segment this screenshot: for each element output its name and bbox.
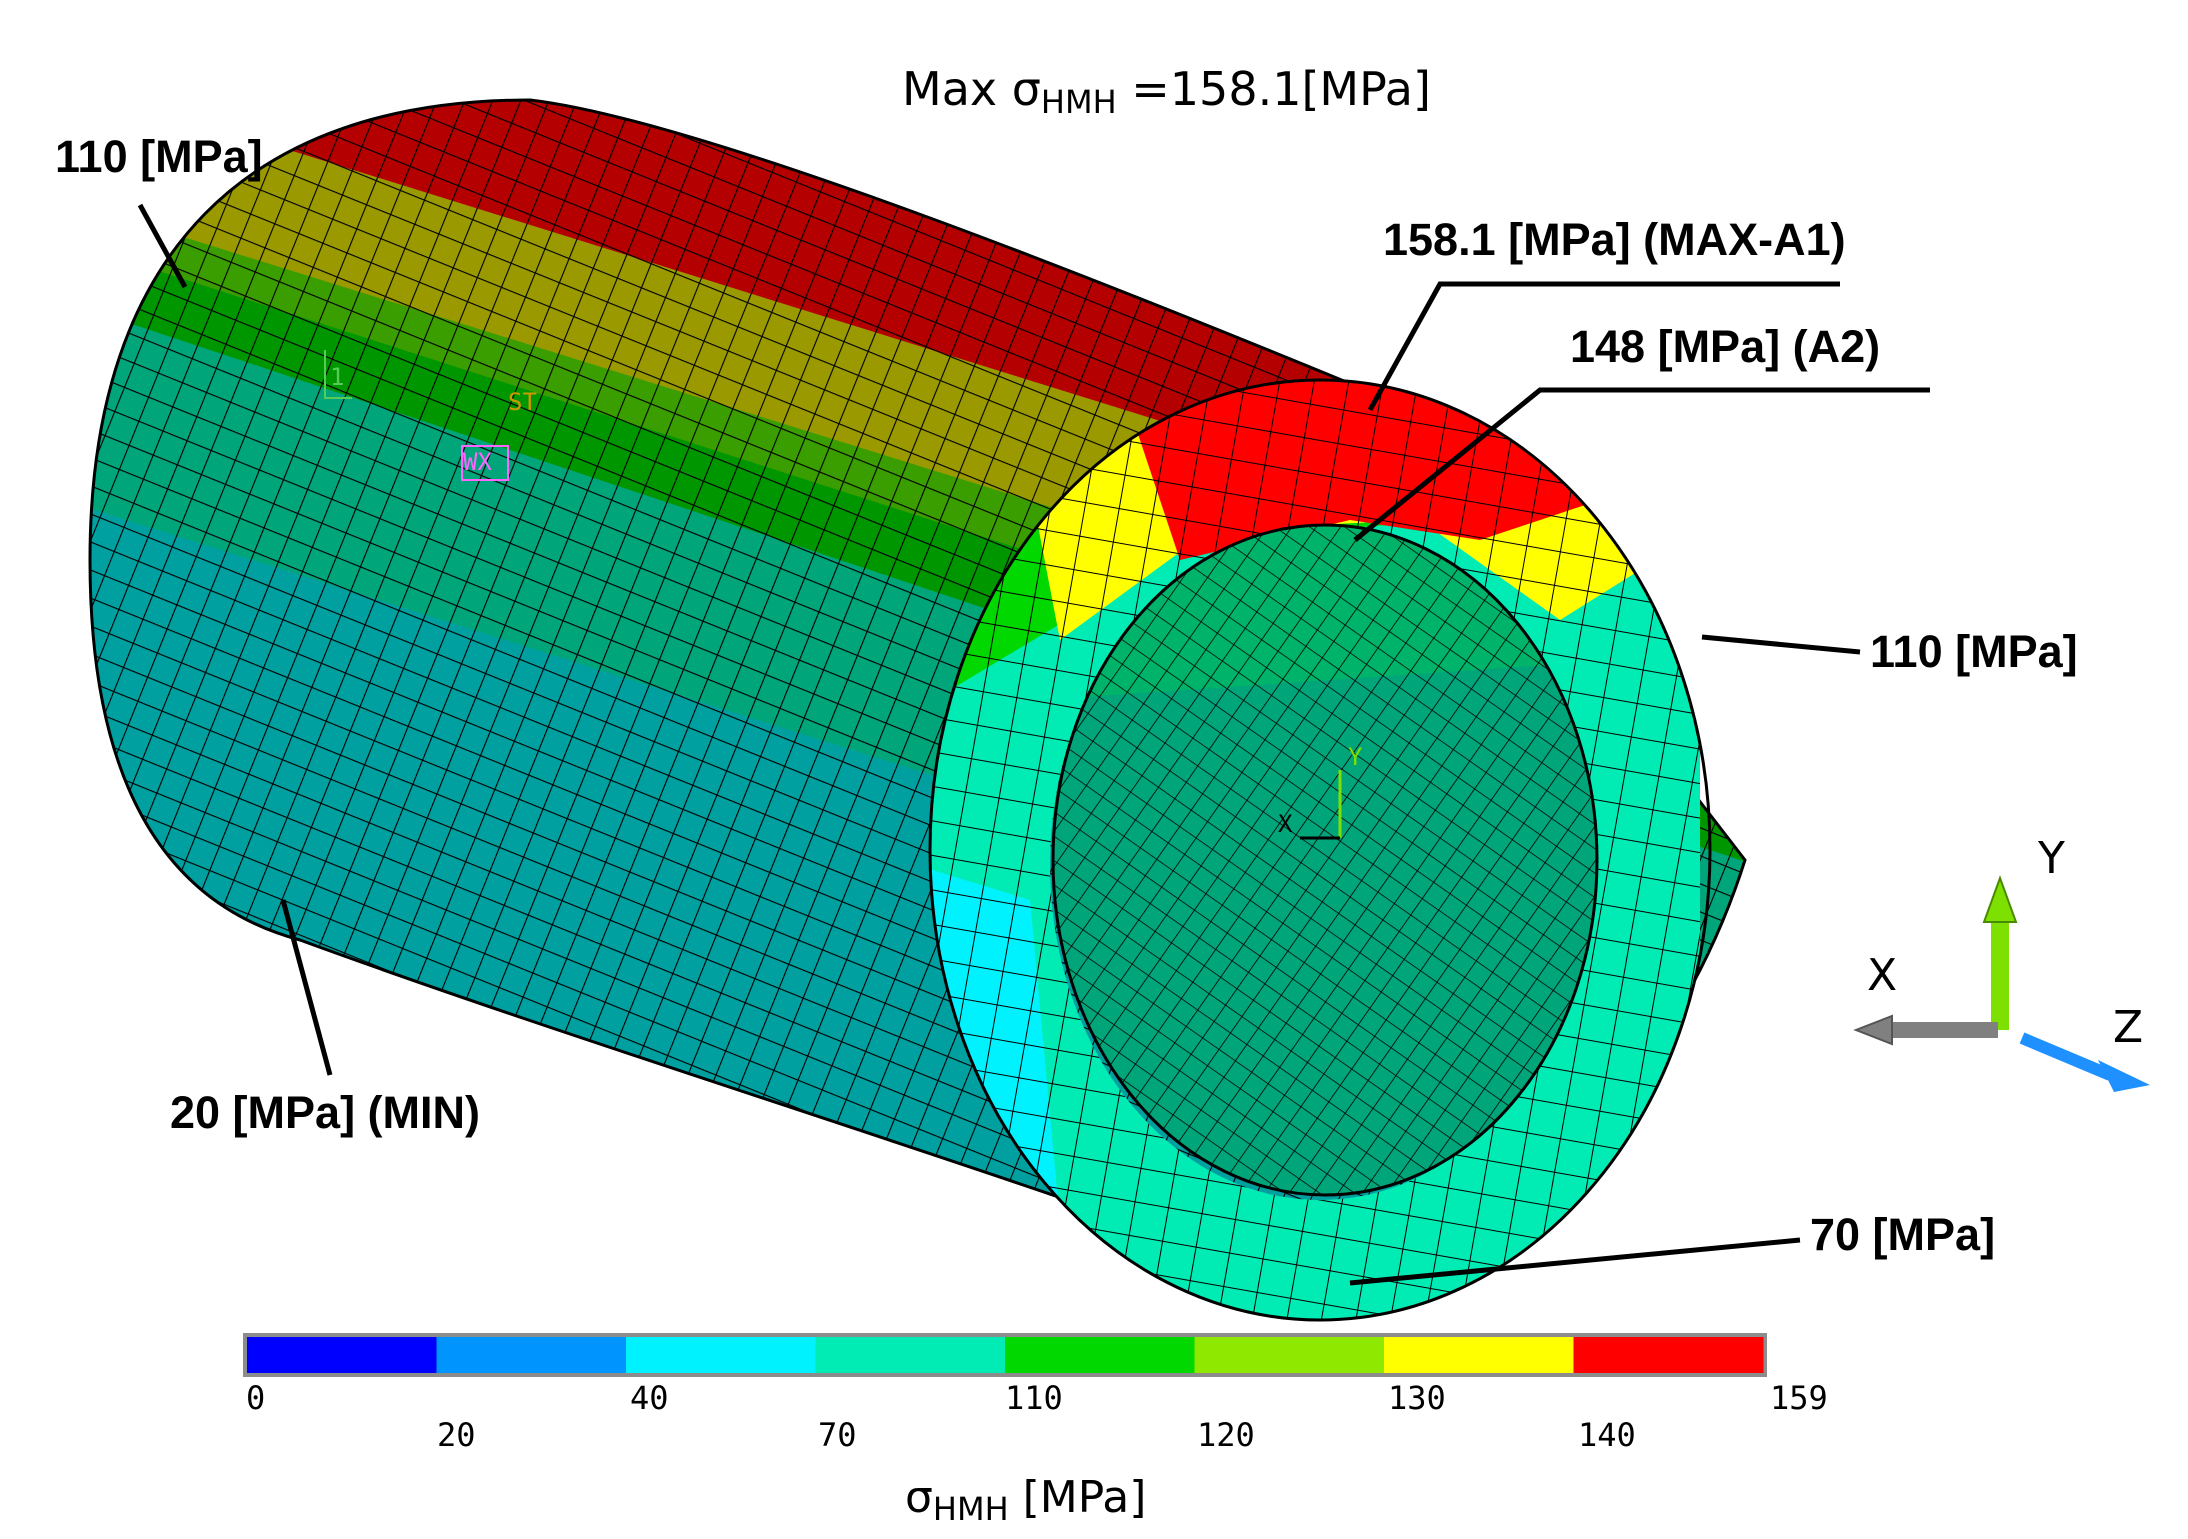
colorbar-ticks: 0 40 110 130 159 20 70 120 140 bbox=[246, 1379, 1828, 1454]
cb-tick-70: 70 bbox=[818, 1416, 857, 1454]
colorbar-segment-4 bbox=[1005, 1337, 1195, 1373]
callout-bottom: 70 [MPa] bbox=[1810, 1209, 1995, 1260]
mesh-mark-st: ST bbox=[508, 388, 537, 416]
callout-right: 110 [MPa] bbox=[1870, 626, 2078, 677]
colorbar-label: σHMH [MPa] bbox=[905, 1472, 1146, 1528]
callout-leaders bbox=[137, 203, 1930, 1286]
cb-tick-110: 110 bbox=[1005, 1379, 1063, 1417]
colorbar-segment-6 bbox=[1384, 1337, 1574, 1373]
colorbar-segment-7 bbox=[1573, 1337, 1764, 1373]
cb-tick-120: 120 bbox=[1197, 1416, 1255, 1454]
callout-min: 20 [MPa] (MIN) bbox=[170, 1087, 480, 1138]
global-triad-z: Z bbox=[2113, 1002, 2143, 1053]
callout-top-left: 110 [MPa] bbox=[55, 131, 263, 182]
cb-tick-130: 130 bbox=[1388, 1379, 1446, 1417]
colorbar-segment-5 bbox=[1194, 1337, 1385, 1373]
cb-tick-0: 0 bbox=[246, 1379, 265, 1417]
colorbar-segment-0 bbox=[247, 1337, 437, 1373]
mesh-mark-wx: WX bbox=[463, 448, 492, 476]
model-triad-y: Y bbox=[1348, 743, 1363, 771]
callout-a2: 148 [MPa] (A2) bbox=[1570, 321, 1880, 372]
colorbar bbox=[243, 1333, 1767, 1377]
callout-max-a1: 158.1 [MPa] (MAX-A1) bbox=[1383, 214, 1846, 265]
cb-tick-140: 140 bbox=[1578, 1416, 1636, 1454]
mesh-markers: 1 ST WX bbox=[324, 350, 537, 481]
colorbar-segment-2 bbox=[626, 1337, 816, 1373]
cylinder-inner-bore bbox=[1053, 525, 1597, 1195]
colorbar-segment-1 bbox=[436, 1337, 627, 1373]
model-triad-x: X bbox=[1278, 810, 1293, 838]
bore-edge bbox=[1051, 523, 1599, 1197]
global-triad: Y X Z bbox=[1853, 833, 2150, 1092]
model-triad: Y X bbox=[1278, 743, 1363, 840]
mesh-mark-1: 1 bbox=[330, 363, 344, 391]
cb-tick-40: 40 bbox=[630, 1379, 669, 1417]
ring-outer-edge bbox=[928, 378, 1712, 1322]
cb-tick-159: 159 bbox=[1770, 1379, 1828, 1417]
colorbar-segment-3 bbox=[815, 1337, 1006, 1373]
global-triad-y: Y bbox=[2037, 833, 2065, 884]
figure-title: Max σHMH =158.1[MPa] bbox=[902, 62, 1431, 121]
cb-tick-20: 20 bbox=[437, 1416, 476, 1454]
global-triad-x: X bbox=[1867, 950, 1897, 1001]
